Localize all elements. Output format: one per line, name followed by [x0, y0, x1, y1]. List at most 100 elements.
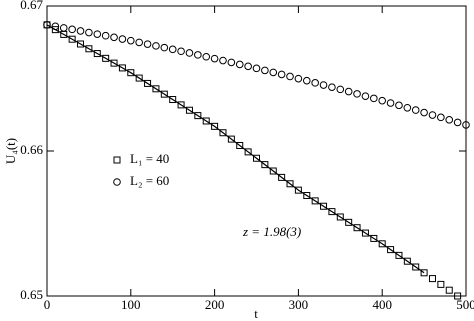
- x-tick-label: 0: [44, 297, 51, 312]
- marker-square: [311, 197, 319, 205]
- marker-circle: [202, 52, 211, 61]
- marker-square: [294, 186, 302, 194]
- marker-square: [445, 286, 453, 294]
- marker-square: [303, 192, 311, 200]
- marker-circle: [101, 31, 110, 40]
- annotation: z = 1.98(3): [242, 224, 301, 239]
- marker-square: [420, 269, 428, 277]
- y-tick-label: 0.67: [20, 0, 43, 12]
- marker-circle: [227, 58, 236, 67]
- marker-circle: [185, 49, 194, 57]
- marker-square: [269, 167, 277, 175]
- marker-circle: [437, 113, 445, 122]
- marker-square: [261, 161, 269, 169]
- marker-square: [336, 213, 344, 221]
- marker-square: [51, 26, 59, 34]
- marker-circle: [286, 72, 294, 81]
- marker-circle: [127, 36, 135, 45]
- marker-circle: [135, 38, 143, 47]
- marker-square: [68, 35, 76, 43]
- marker-square: [236, 141, 244, 149]
- marker-circle: [219, 56, 227, 65]
- marker-square: [135, 74, 143, 82]
- marker-square: [102, 54, 110, 62]
- marker-circle: [395, 101, 403, 110]
- marker-square: [194, 112, 202, 120]
- marker-square: [253, 154, 260, 162]
- plot-frame: [46, 5, 467, 297]
- marker-square: [454, 292, 462, 300]
- marker-circle: [370, 94, 378, 103]
- marker-square: [211, 122, 219, 130]
- marker-circle: [43, 21, 51, 29]
- marker-square: [361, 229, 369, 237]
- marker-circle: [403, 103, 412, 112]
- marker-circle: [420, 108, 428, 117]
- marker-square: [370, 234, 378, 242]
- marker-square: [353, 224, 361, 232]
- marker-circle: [152, 42, 160, 50]
- marker-circle: [294, 74, 303, 83]
- marker-circle: [210, 54, 219, 63]
- marker-square: [219, 129, 227, 137]
- marker-square: [127, 69, 135, 77]
- marker-square: [286, 180, 294, 188]
- marker-square: [169, 96, 177, 104]
- marker-circle: [59, 24, 68, 32]
- marker-square: [113, 156, 121, 164]
- marker-circle: [353, 90, 361, 98]
- marker-square: [437, 280, 445, 288]
- marker-square: [85, 45, 93, 53]
- legend-label: L₁ = 40: [130, 151, 169, 166]
- marker-circle: [336, 85, 345, 94]
- marker-circle: [118, 35, 127, 43]
- x-tick-label: 200: [205, 297, 225, 312]
- marker-circle: [168, 45, 177, 54]
- marker-circle: [85, 28, 93, 37]
- marker-square: [244, 148, 252, 156]
- marker-square: [77, 40, 85, 48]
- marker-circle: [113, 178, 121, 186]
- x-tick-label: 400: [372, 297, 392, 312]
- marker-square: [118, 64, 126, 72]
- marker-square: [278, 173, 286, 181]
- marker-circle: [143, 40, 152, 48]
- marker-circle: [411, 106, 420, 114]
- marker-circle: [462, 121, 470, 129]
- marker-square: [227, 135, 235, 143]
- marker-square: [152, 85, 160, 93]
- y-axis-title: U₄(t): [3, 138, 18, 164]
- marker-square: [412, 263, 420, 271]
- marker-square: [93, 50, 101, 58]
- marker-square: [328, 208, 336, 216]
- marker-circle: [453, 118, 462, 127]
- marker-square: [345, 218, 353, 226]
- marker-circle: [344, 87, 353, 96]
- marker-circle: [328, 83, 336, 91]
- marker-circle: [378, 96, 387, 105]
- x-axis-title: t: [254, 306, 258, 321]
- marker-circle: [51, 22, 60, 31]
- marker-circle: [68, 25, 76, 34]
- marker-circle: [252, 64, 261, 73]
- marker-circle: [428, 111, 437, 119]
- x-tick-label: 500: [456, 297, 474, 312]
- marker-square: [185, 106, 193, 114]
- marker-square: [395, 251, 403, 259]
- marker-circle: [277, 70, 286, 79]
- marker-circle: [194, 51, 202, 59]
- marker-circle: [76, 27, 85, 35]
- marker-circle: [269, 68, 278, 77]
- y-tick-label: 0.65: [20, 287, 43, 302]
- marker-circle: [177, 47, 185, 56]
- marker-circle: [160, 43, 169, 52]
- marker-circle: [261, 66, 269, 75]
- marker-square: [403, 257, 411, 265]
- marker-square: [428, 275, 436, 283]
- marker-circle: [386, 99, 395, 107]
- marker-circle: [361, 92, 370, 100]
- marker-circle: [93, 30, 102, 38]
- marker-circle: [311, 79, 319, 87]
- y-tick-label: 0.66: [20, 142, 43, 157]
